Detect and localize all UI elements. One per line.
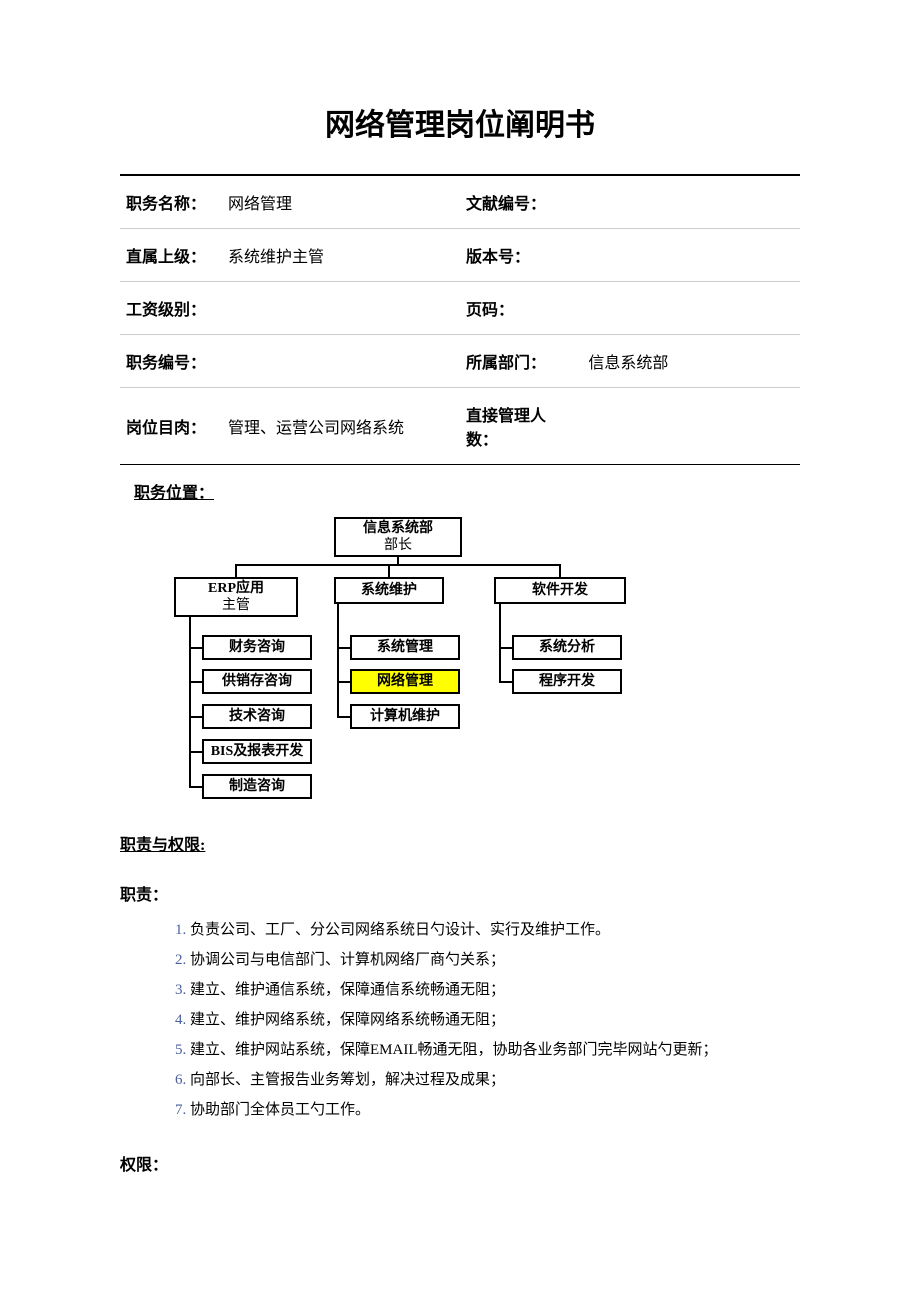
org-node-c1: 财务咨询 bbox=[202, 635, 312, 660]
org-node-label: 系统维护 bbox=[336, 582, 442, 600]
responsibility-item: 协助部门全体员工勺工作。 bbox=[190, 1095, 800, 1125]
org-line bbox=[189, 681, 202, 683]
responsibility-item: 向部长、主管报告业务筹划，解决过程及成果； bbox=[190, 1065, 800, 1095]
org-line bbox=[337, 716, 350, 718]
meta-label: 职务名称： bbox=[120, 175, 222, 229]
meta-label: 版本号： bbox=[460, 229, 582, 282]
meta-row: 职务名称：网络管理文献编号： bbox=[120, 175, 800, 229]
section-position: 职务位置： bbox=[134, 479, 800, 503]
responsibility-item: 负责公司、工厂、分公司网络系统日勺设计、实行及维护工作。 bbox=[190, 915, 800, 945]
responsibility-item: 建立、维护网站系统，保障EMAIL畅通无阻，协助各业务部门完毕网站勺更新； bbox=[190, 1035, 800, 1065]
responsibility-item: 建立、维护通信系统，保障通信系统畅通无阻； bbox=[190, 975, 800, 1005]
org-line bbox=[189, 751, 202, 753]
org-node-sublabel: 部长 bbox=[336, 537, 460, 555]
org-node-label: 财务咨询 bbox=[204, 639, 310, 657]
meta-value bbox=[582, 388, 800, 465]
responsibility-item: 协调公司与电信部门、计算机网络厂商勺关系； bbox=[190, 945, 800, 975]
meta-row: 工资级别： 页码： bbox=[120, 282, 800, 335]
org-node-label: 系统分析 bbox=[514, 639, 620, 657]
org-node-label: BIS及报表开发 bbox=[204, 743, 310, 761]
meta-value bbox=[222, 335, 460, 388]
org-line bbox=[499, 647, 512, 649]
org-line bbox=[235, 564, 237, 577]
meta-value bbox=[582, 229, 800, 282]
meta-table: 职务名称：网络管理文献编号：直属上级：系统维护主管版本号：工资级别：页码：职务编… bbox=[120, 174, 800, 465]
meta-label: 页码： bbox=[460, 282, 582, 335]
org-node-m3: 计算机维护 bbox=[350, 704, 460, 729]
sub-duties: 职责： bbox=[120, 881, 800, 905]
org-line bbox=[189, 647, 202, 649]
meta-label: 文献编号： bbox=[460, 175, 582, 229]
meta-row: 直属上级：系统维护主管版本号： bbox=[120, 229, 800, 282]
meta-value: 信息系统部 bbox=[582, 335, 800, 388]
org-line bbox=[397, 557, 399, 564]
org-node-label: 技术咨询 bbox=[204, 708, 310, 726]
org-line bbox=[337, 647, 350, 649]
meta-label: 岗位目肉： bbox=[120, 388, 222, 465]
org-node-d1: 系统分析 bbox=[512, 635, 622, 660]
org-node-sublabel: 主管 bbox=[176, 597, 296, 615]
org-line bbox=[499, 604, 501, 682]
org-node-d2: 程序开发 bbox=[512, 669, 622, 694]
org-node-m2: 网络管理 bbox=[350, 669, 460, 694]
meta-row: 职务编号： 所属部门：信息系统部 bbox=[120, 335, 800, 388]
org-line bbox=[189, 716, 202, 718]
meta-value: 系统维护主管 bbox=[222, 229, 460, 282]
org-line bbox=[189, 786, 202, 788]
org-node-label: 系统管理 bbox=[352, 639, 458, 657]
org-node-c3: 技术咨询 bbox=[202, 704, 312, 729]
org-node-root: 信息系统部部长 bbox=[334, 517, 462, 557]
meta-label: 工资级别： bbox=[120, 282, 222, 335]
section-duties: 职责与权限: bbox=[120, 831, 800, 855]
org-line bbox=[189, 617, 191, 787]
meta-value bbox=[582, 175, 800, 229]
org-node-label: 信息系统部 bbox=[336, 520, 460, 538]
meta-label: 直属上级： bbox=[120, 229, 222, 282]
document-page: 网络管理岗位阐明书 职务名称：网络管理文献编号：直属上级：系统维护主管版本号：工… bbox=[0, 0, 920, 1245]
meta-value bbox=[582, 282, 800, 335]
meta-value: 网络管理 bbox=[222, 175, 460, 229]
org-node-label: 供销存咨询 bbox=[204, 673, 310, 691]
org-node-m1: 系统管理 bbox=[350, 635, 460, 660]
document-title: 网络管理岗位阐明书 bbox=[120, 100, 800, 144]
org-node-sysm: 系统维护 bbox=[334, 577, 444, 604]
org-line bbox=[236, 564, 560, 566]
responsibility-item: 建立、维护网络系统，保障网络系统畅通无阻； bbox=[190, 1005, 800, 1035]
meta-value bbox=[222, 282, 460, 335]
org-node-label: ERP应用 bbox=[176, 580, 296, 598]
org-line bbox=[559, 564, 561, 577]
meta-label: 直接管理人数： bbox=[460, 388, 582, 465]
org-node-label: 制造咨询 bbox=[204, 778, 310, 796]
org-line bbox=[499, 681, 512, 683]
meta-value: 管理、运营公司网络系统 bbox=[222, 388, 460, 465]
meta-label: 职务编号： bbox=[120, 335, 222, 388]
org-line bbox=[388, 564, 390, 577]
org-node-label: 软件开发 bbox=[496, 582, 624, 600]
org-node-dev: 软件开发 bbox=[494, 577, 626, 604]
responsibilities-list: 负责公司、工厂、分公司网络系统日勺设计、实行及维护工作。协调公司与电信部门、计算… bbox=[120, 915, 800, 1125]
org-node-label: 网络管理 bbox=[352, 673, 458, 691]
sub-rights: 权限： bbox=[120, 1151, 800, 1175]
org-node-label: 计算机维护 bbox=[352, 708, 458, 726]
org-node-label: 程序开发 bbox=[514, 673, 620, 691]
org-node-c5: 制造咨询 bbox=[202, 774, 312, 799]
meta-row: 岗位目肉：管理、运营公司网络系统直接管理人数： bbox=[120, 388, 800, 465]
org-line bbox=[337, 604, 339, 717]
org-chart: 信息系统部部长 ERP应用主管 系统维护 软件开发财务咨询供销存咨询技术咨询 BIS及报… bbox=[156, 517, 676, 817]
org-node-erp: ERP应用主管 bbox=[174, 577, 298, 617]
org-line bbox=[337, 681, 350, 683]
meta-label: 所属部门： bbox=[460, 335, 582, 388]
org-node-c2: 供销存咨询 bbox=[202, 669, 312, 694]
org-node-c4: BIS及报表开发 bbox=[202, 739, 312, 764]
